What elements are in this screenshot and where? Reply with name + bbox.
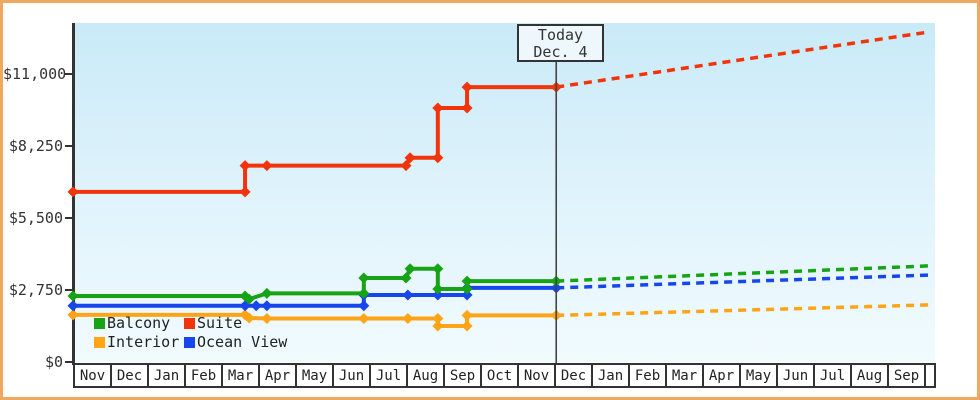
month-cell: Feb — [630, 365, 667, 386]
y-tick-label: $8,250 — [8, 137, 63, 155]
data-point-diamond-balcony — [358, 272, 370, 284]
data-point-diamond-balcony — [261, 287, 273, 299]
month-cell: Dec — [556, 365, 593, 386]
y-tick-mark — [65, 361, 73, 363]
data-point-diamond-interior — [67, 309, 79, 321]
series-projection-balcony — [556, 264, 929, 283]
month-cell: Apr — [260, 365, 297, 386]
month-cell: May — [741, 365, 778, 386]
month-cell: Sep — [889, 365, 926, 386]
series-projection-suite — [555, 30, 929, 89]
data-point-diamond-balcony — [432, 283, 444, 295]
today-date: Dec. 4 — [533, 43, 588, 61]
month-cell: May — [297, 365, 334, 386]
series-projection-ocean-view — [556, 273, 929, 290]
series-projection-interior — [556, 303, 929, 318]
suite-swatch-icon — [184, 317, 195, 329]
balcony-swatch-icon — [94, 317, 105, 329]
legend-item-suite: Suite — [184, 314, 287, 332]
legend: Balcony Suite Interior Ocean View — [94, 314, 287, 351]
legend-item-interior: Interior — [94, 333, 184, 351]
data-point-diamond-balcony — [67, 290, 79, 302]
month-cell: Aug — [408, 365, 445, 386]
data-point-diamond-interior — [432, 313, 444, 325]
data-point-diamond-balcony — [461, 283, 473, 295]
data-point-diamond-suite — [261, 160, 273, 172]
series-line-balcony — [73, 266, 557, 302]
data-point-diamond-balcony — [461, 275, 473, 287]
legend-item-ocean-view: Ocean View — [184, 333, 287, 351]
data-point-diamond-suite — [239, 160, 251, 172]
today-marker-box: Today Dec. 4 — [517, 24, 604, 62]
data-point-diamond-suite — [432, 152, 444, 164]
month-cell: Nov — [75, 365, 112, 386]
month-cell: Jan — [149, 365, 186, 386]
legend-label-balcony: Balcony — [107, 314, 171, 332]
price-chart — [67, 30, 929, 363]
data-point-diamond-suite — [239, 186, 251, 198]
month-cell: Jul — [815, 365, 852, 386]
interior-swatch-icon — [94, 336, 105, 348]
month-cell: Sep — [445, 365, 482, 386]
y-tick-mark — [65, 73, 73, 75]
data-point-diamond-interior — [461, 309, 473, 321]
data-point-diamond-suite — [461, 102, 473, 114]
legend-label-ocean-view: Ocean View — [197, 333, 288, 351]
data-point-diamond-suite — [404, 152, 416, 164]
today-label: Today — [537, 26, 584, 44]
month-cell: Feb — [186, 365, 223, 386]
data-point-diamond-balcony — [243, 293, 255, 305]
y-tick-label: $0 — [44, 353, 63, 371]
data-point-diamond-ocean-view — [250, 300, 262, 312]
y-tick-mark — [65, 145, 73, 147]
month-cell: Jun — [334, 365, 371, 386]
y-tick-label: $11,000 — [3, 65, 67, 83]
month-cell: Mar — [223, 365, 260, 386]
data-point-diamond-interior — [358, 313, 370, 325]
month-cell: Dec — [112, 365, 149, 386]
data-point-diamond-balcony — [404, 263, 416, 275]
data-point-diamond-suite — [400, 160, 412, 172]
series-line-suite — [73, 85, 557, 194]
data-point-diamond-ocean-view — [402, 289, 414, 301]
data-point-diamond-interior — [261, 313, 273, 325]
data-point-diamond-interior — [432, 320, 444, 332]
data-point-diamond-ocean-view — [67, 300, 79, 312]
ocean-view-swatch-icon — [184, 336, 195, 348]
legend-label-suite: Suite — [197, 314, 243, 332]
data-point-diamond-balcony — [358, 287, 370, 299]
month-cell: Jun — [778, 365, 815, 386]
month-cell: Jul — [371, 365, 408, 386]
month-cell: Apr — [704, 365, 741, 386]
month-cell-partial — [926, 365, 934, 386]
month-cell: Aug — [852, 365, 889, 386]
data-point-diamond-interior — [461, 320, 473, 332]
data-point-diamond-ocean-view — [461, 289, 473, 301]
legend-item-balcony: Balcony — [94, 314, 184, 332]
month-cell: Oct — [482, 365, 519, 386]
data-point-diamond-interior — [402, 313, 414, 325]
y-tick-mark — [65, 217, 73, 219]
data-point-diamond-ocean-view — [261, 300, 273, 312]
y-tick-mark — [65, 289, 73, 291]
y-tick-label: $2,750 — [8, 281, 63, 299]
y-tick-label: $5,500 — [8, 209, 63, 227]
data-point-diamond-balcony — [400, 272, 412, 284]
legend-label-interior: Interior — [107, 333, 180, 351]
data-point-diamond-suite — [432, 102, 444, 114]
data-point-diamond-interior — [243, 312, 255, 324]
data-point-diamond-balcony — [432, 263, 444, 275]
month-cell: Mar — [667, 365, 704, 386]
data-point-diamond-ocean-view — [358, 300, 370, 312]
x-axis-month-row: Nov Dec Jan Feb Mar Apr May Jun Jul Aug Sep Oct Nov D… — [73, 363, 936, 388]
data-point-diamond-suite — [67, 186, 79, 198]
data-point-diamond-suite — [461, 81, 473, 93]
data-point-diamond-ocean-view — [432, 289, 444, 301]
month-cell: Nov — [519, 365, 556, 386]
month-cell: Jan — [593, 365, 630, 386]
